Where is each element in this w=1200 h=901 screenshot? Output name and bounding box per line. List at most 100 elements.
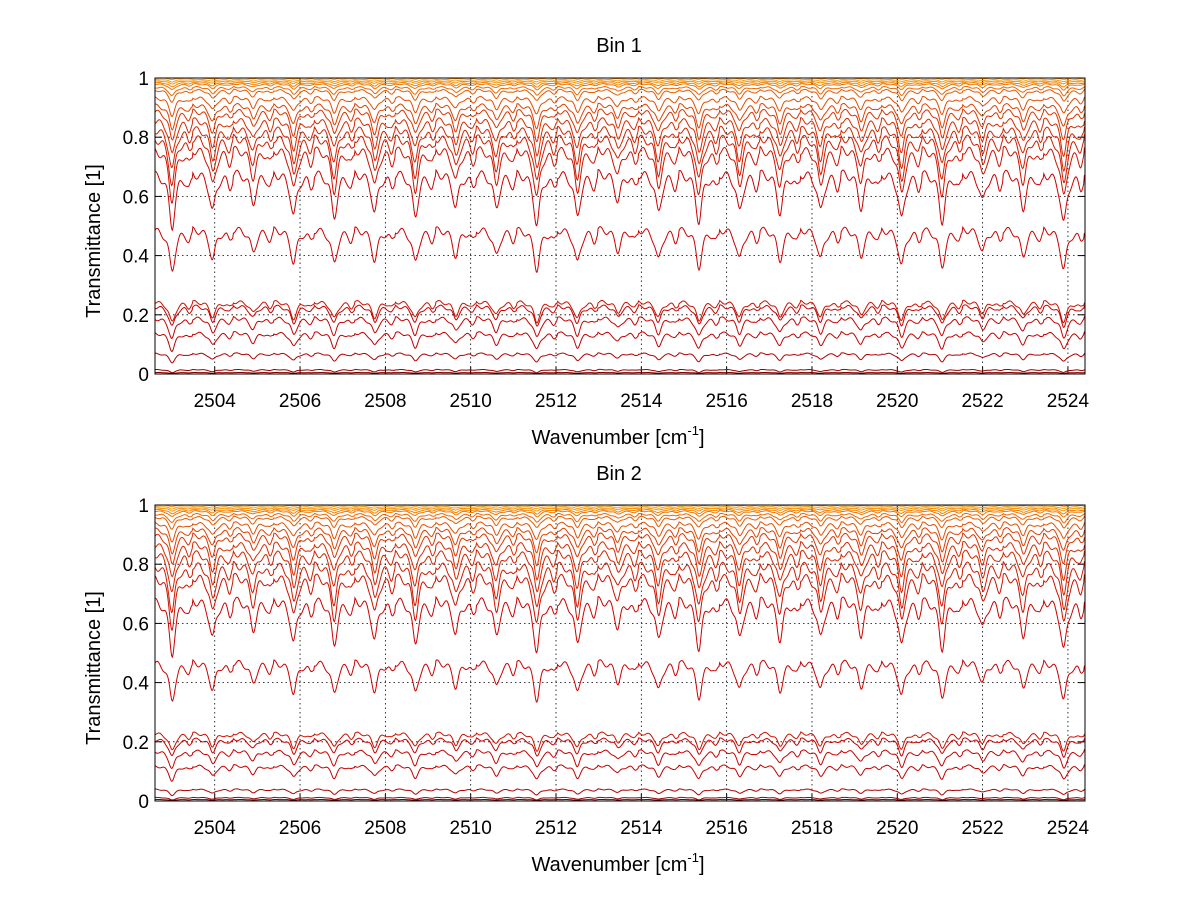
spectrum-series-line bbox=[154, 78, 1086, 83]
spectrum-series-line bbox=[154, 81, 1086, 88]
spectrum-series-line bbox=[154, 304, 1086, 329]
spectrum-series-line bbox=[154, 749, 1086, 770]
spectrum-series-line bbox=[154, 371, 1086, 374]
x-tick-label: 2518 bbox=[791, 391, 833, 412]
x-tick-label: 2508 bbox=[364, 391, 406, 412]
y-axis-label: Transmittance [1] bbox=[83, 164, 105, 318]
y-tick-label: 0.8 bbox=[123, 555, 149, 576]
x-tick-labels: 2504 2506 2508 2510 2512 2514 2516 2518 2520 2522… bbox=[194, 391, 1090, 412]
spectrum-series-line bbox=[154, 572, 1086, 631]
spectrum-series-line bbox=[154, 85, 1086, 97]
spectrum-series-line bbox=[154, 80, 1086, 85]
y-tick-label: 0.6 bbox=[123, 187, 149, 208]
x-axis-label-end: ] bbox=[699, 427, 705, 449]
subplot-bin-1: Bin 1 2504 2506 2508 2510 2512 2514 2516 2518 25… bbox=[83, 35, 1089, 449]
spectrum-series-line bbox=[154, 737, 1086, 758]
spectrum-series-line bbox=[154, 505, 1086, 510]
spectrum-series-line bbox=[154, 108, 1086, 143]
spectrum-series-line bbox=[154, 540, 1086, 582]
spectrum-series-line bbox=[154, 125, 1086, 172]
x-tick-label: 2524 bbox=[1047, 391, 1090, 412]
x-tick-labels: 2504 2506 2508 2510 2512 2514 2516 2518 2520 2522… bbox=[194, 818, 1090, 839]
spectrum-series-line bbox=[154, 102, 1086, 131]
x-axis-label: Wavenumber [cm-1] bbox=[531, 423, 704, 449]
x-tick-label: 2518 bbox=[791, 818, 833, 839]
x-tick-label: 2516 bbox=[706, 818, 748, 839]
x-axis-label-main: Wavenumber [cm bbox=[531, 854, 687, 876]
y-tick-label: 0.2 bbox=[123, 306, 149, 327]
x-axis-label-superscript: -1 bbox=[687, 423, 699, 438]
x-tick-label: 2522 bbox=[961, 818, 1003, 839]
subplot-title: Bin 1 bbox=[596, 35, 642, 57]
spectrum-series-line bbox=[154, 299, 1086, 324]
spectrum-series-line bbox=[154, 95, 1086, 118]
x-tick-label: 2516 bbox=[706, 391, 748, 412]
spectrum-series-line bbox=[154, 315, 1086, 340]
series-group bbox=[154, 504, 1086, 801]
spectrum-series-line bbox=[154, 116, 1086, 158]
y-tick-label: 0.2 bbox=[123, 733, 149, 754]
y-tick-label: 0.8 bbox=[123, 128, 149, 149]
x-tick-label: 2506 bbox=[279, 818, 321, 839]
spectrum-series-line bbox=[154, 788, 1086, 797]
axes-box bbox=[154, 504, 1086, 802]
x-tick-label: 2512 bbox=[535, 818, 577, 839]
x-tick-label: 2524 bbox=[1047, 818, 1090, 839]
x-tick-label: 2512 bbox=[535, 391, 577, 412]
axes-box bbox=[154, 77, 1086, 375]
spectrum-series-line bbox=[154, 352, 1086, 364]
x-tick-label: 2514 bbox=[620, 818, 663, 839]
x-tick-label: 2506 bbox=[279, 391, 321, 412]
x-tick-label: 2520 bbox=[876, 818, 918, 839]
x-tick-label: 2510 bbox=[450, 391, 492, 412]
y-tick-label: 0 bbox=[138, 365, 149, 386]
x-tick-label: 2504 bbox=[194, 391, 237, 412]
spectrum-series-line bbox=[154, 659, 1086, 703]
spectrum-series-line bbox=[154, 225, 1086, 274]
x-axis-label-end: ] bbox=[699, 854, 705, 876]
spectrum-series-line bbox=[154, 512, 1086, 524]
y-tick-labels: 0 0.2 0.4 0.6 0.8 1 bbox=[123, 496, 150, 813]
x-axis-label: Wavenumber [cm-1] bbox=[531, 850, 704, 876]
x-tick-label: 2510 bbox=[450, 818, 492, 839]
spectrum-series-line bbox=[154, 88, 1086, 103]
spectrum-series-line bbox=[154, 515, 1086, 530]
spectrum-series-line bbox=[154, 510, 1086, 518]
spectrum-series-line bbox=[154, 526, 1086, 555]
x-tick-label: 2520 bbox=[876, 391, 918, 412]
spectrum-series-line bbox=[154, 330, 1086, 352]
spectrum-series-line bbox=[154, 508, 1086, 515]
spectrum-series-line bbox=[155, 595, 1086, 659]
x-tick-label: 2514 bbox=[620, 391, 663, 412]
spectrum-series-line bbox=[154, 798, 1086, 801]
spectrum-series-line bbox=[154, 532, 1086, 567]
subplot-title: Bin 2 bbox=[596, 463, 642, 485]
y-tick-labels: 0 0.2 0.4 0.6 0.8 1 bbox=[123, 69, 150, 386]
y-tick-label: 0.4 bbox=[123, 674, 150, 695]
y-tick-label: 0.6 bbox=[123, 614, 149, 635]
y-tick-label: 1 bbox=[138, 69, 149, 90]
x-tick-label: 2504 bbox=[194, 818, 237, 839]
y-axis-label: Transmittance [1] bbox=[83, 591, 105, 745]
y-tick-label: 1 bbox=[138, 496, 149, 517]
spectrum-series-line bbox=[154, 560, 1086, 614]
spectrum-series-line bbox=[154, 507, 1086, 512]
spectrum-series-line bbox=[154, 145, 1086, 204]
spectrum-series-line bbox=[154, 368, 1086, 374]
spectrum-series-line bbox=[154, 521, 1086, 543]
y-tick-label: 0 bbox=[138, 792, 149, 813]
x-axis-label-superscript: -1 bbox=[687, 850, 699, 865]
subplot-bin-2: Bin 2 2504 2506 2508 2510 2512 2514 2516 2518 25… bbox=[83, 463, 1089, 876]
spectrum-series-line bbox=[154, 133, 1086, 187]
spectrum-series-line bbox=[155, 168, 1086, 232]
spectrum-series-line bbox=[154, 731, 1086, 753]
x-tick-label: 2508 bbox=[364, 818, 406, 839]
x-axis-label-main: Wavenumber [cm bbox=[531, 427, 687, 449]
x-tick-label: 2522 bbox=[961, 391, 1003, 412]
y-tick-label: 0.4 bbox=[123, 247, 150, 268]
spectrum-series-line bbox=[154, 796, 1086, 801]
spectrum-series-line bbox=[154, 764, 1086, 782]
spectrum-series-line bbox=[154, 549, 1086, 596]
